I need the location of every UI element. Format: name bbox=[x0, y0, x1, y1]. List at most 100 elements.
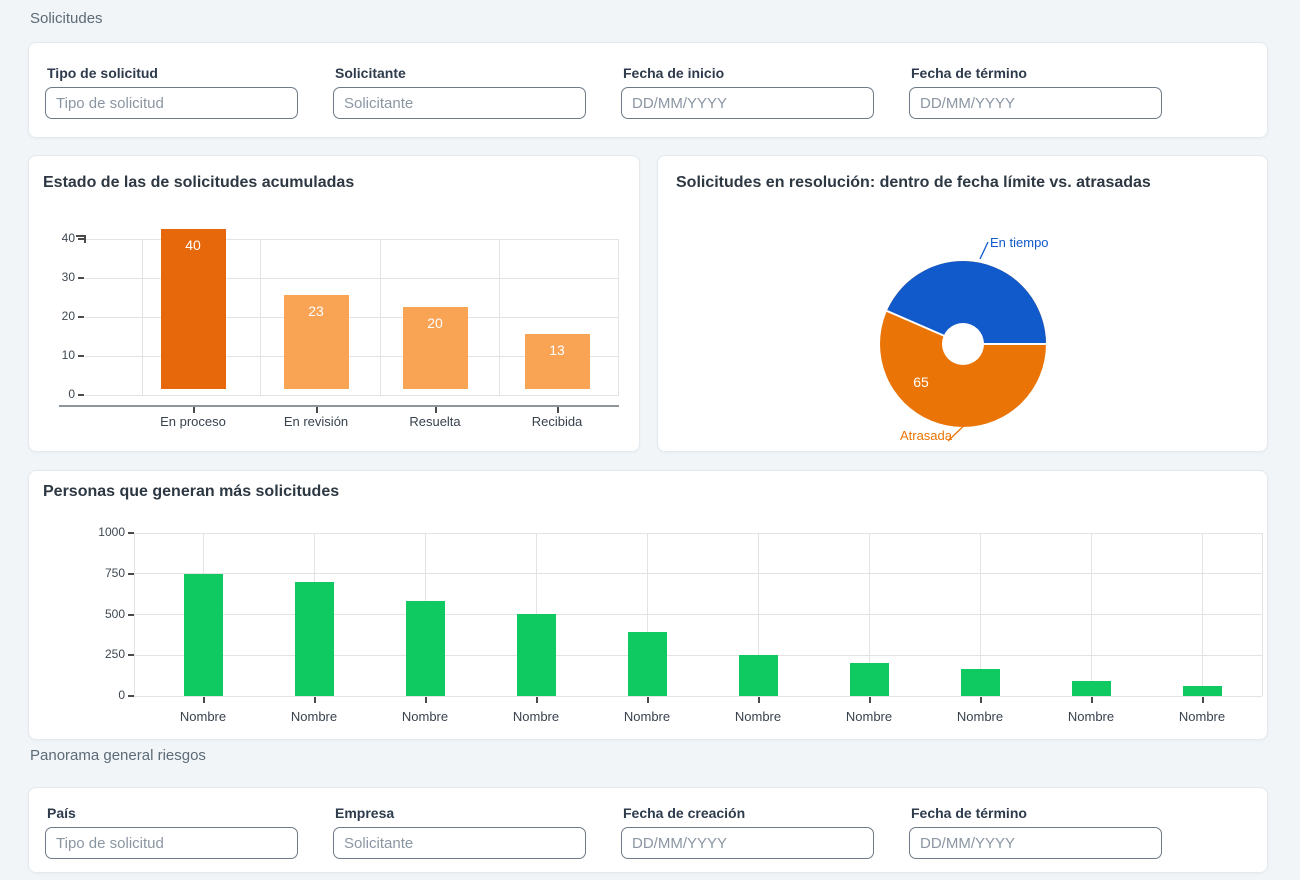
atrasada-leader-line bbox=[947, 415, 975, 442]
plot-gridline-h bbox=[134, 695, 1262, 697]
bar bbox=[1071, 681, 1111, 696]
filter-card-solicitudes: Tipo de solicitud Solicitante Fecha de i… bbox=[28, 42, 1268, 138]
resolucion-donut-chart bbox=[880, 241, 1046, 442]
x-axis-category-label: Nombre bbox=[401, 709, 449, 724]
x-axis-tick-mark bbox=[425, 697, 427, 703]
estado-chart-title: Estado de las de solicitudes acumuladas bbox=[43, 174, 355, 191]
y-axis-tick-label: 10 bbox=[61, 348, 75, 362]
filter-field-fecha-inicio: Fecha de inicio bbox=[621, 65, 874, 137]
bar bbox=[738, 655, 778, 696]
plot-gridline-h bbox=[134, 654, 1262, 656]
x-axis-category-label: Nombre bbox=[1178, 709, 1226, 724]
bar bbox=[183, 573, 223, 696]
personas-solicitudes-card: Personas que generan más solicitudes 0 25… bbox=[28, 470, 1268, 740]
section-heading-riesgos: Panorama general riesgos bbox=[30, 747, 206, 764]
bar bbox=[294, 581, 334, 696]
bar bbox=[402, 307, 468, 389]
filter-field-solicitante: Solicitante bbox=[333, 65, 586, 137]
donut-hole bbox=[942, 323, 984, 365]
x-axis-tick-mark bbox=[647, 697, 649, 703]
bar bbox=[516, 613, 556, 696]
en-tiempo-leader-line bbox=[979, 241, 989, 260]
bar bbox=[960, 669, 1000, 696]
y-axis-tick-mark bbox=[78, 277, 84, 279]
x-axis-tick-mark bbox=[316, 407, 318, 413]
fecha-inicio-label: Fecha de inicio bbox=[623, 65, 725, 81]
x-axis-category-label: Nombre bbox=[845, 709, 893, 724]
x-axis-category-label: Nombre bbox=[179, 709, 227, 724]
plot-gridline-h bbox=[134, 532, 1262, 534]
plot-gridline-h bbox=[85, 277, 619, 279]
axis-corner-mark bbox=[76, 235, 86, 243]
y-axis-tick-mark bbox=[78, 316, 84, 318]
y-axis-tick-mark bbox=[128, 654, 134, 657]
x-axis-category-label: Nombre bbox=[623, 709, 671, 724]
plot-gridline-h bbox=[134, 614, 1262, 615]
plot-gridline-h bbox=[134, 573, 1262, 575]
solicitante-input[interactable] bbox=[333, 87, 586, 119]
x-axis-tick-mark bbox=[557, 407, 559, 413]
resolucion-chart-title: Solicitudes en resolución: dentro de fec… bbox=[676, 174, 1151, 191]
x-axis-line bbox=[59, 405, 619, 407]
fecha-termino-riesgos-input[interactable] bbox=[909, 827, 1162, 859]
filter-field-empresa: Empresa bbox=[333, 805, 586, 872]
donut-label-en-tiempo: En tiempo bbox=[990, 235, 1049, 250]
x-axis-category-label: Nombre bbox=[956, 709, 1004, 724]
x-axis-category-label: En proceso bbox=[160, 414, 226, 429]
plot-gridline-v bbox=[142, 239, 143, 395]
donut-value-atrasada: 65 bbox=[913, 374, 929, 390]
x-axis-tick-mark bbox=[193, 407, 195, 413]
x-axis-category-label: Nombre bbox=[290, 709, 338, 724]
y-axis-tick-label: 1000 bbox=[98, 525, 125, 539]
pais-input[interactable] bbox=[45, 827, 298, 859]
bar-value-label: 40 bbox=[185, 237, 201, 253]
pais-label: País bbox=[47, 805, 76, 821]
plot-gridline-v bbox=[618, 239, 619, 395]
estado-solicitudes-bar-chart: 0 10 20 30 40 40 En proceso 23 En revisión 20 Resu… bbox=[29, 156, 639, 451]
donut-slice-en-tiempo bbox=[886, 261, 1046, 344]
bar bbox=[849, 662, 889, 696]
fecha-creacion-input[interactable] bbox=[621, 827, 874, 859]
filter-field-fecha-creacion: Fecha de creación bbox=[621, 805, 874, 872]
bar bbox=[627, 632, 667, 696]
plot-gridline-h bbox=[85, 238, 619, 240]
bar bbox=[524, 334, 590, 389]
plot-gridline-h bbox=[85, 355, 619, 357]
bar bbox=[1182, 686, 1222, 696]
x-axis-tick-mark bbox=[435, 407, 437, 413]
filter-field-tipo-solicitud: Tipo de solicitud bbox=[45, 65, 298, 137]
bar bbox=[283, 295, 349, 389]
plot-gridline-v bbox=[380, 239, 381, 395]
fecha-termino-input[interactable] bbox=[909, 87, 1162, 119]
fecha-termino-riesgos-label: Fecha de término bbox=[911, 805, 1027, 821]
y-axis-tick-label: 250 bbox=[104, 647, 125, 662]
plot-gridline-v bbox=[980, 533, 981, 696]
x-axis-tick-mark bbox=[869, 697, 871, 703]
y-axis-tick-mark bbox=[128, 572, 134, 575]
x-axis-tick-mark bbox=[758, 697, 760, 703]
plot-gridline-v bbox=[134, 533, 135, 696]
x-axis-category-label: Nombre bbox=[734, 709, 782, 724]
bar bbox=[160, 229, 226, 389]
x-axis-category-label: En revisión bbox=[283, 414, 349, 429]
estado-solicitudes-card: Estado de las de solicitudes acumuladas … bbox=[28, 155, 640, 452]
y-axis-tick-mark bbox=[128, 613, 134, 616]
personas-bar-chart: 0 250 500 750 1000 Nombre Nombre Nombre Nombre No… bbox=[29, 471, 1267, 739]
plot-gridline-v bbox=[758, 533, 759, 696]
donut-label-atrasada: Atrasada bbox=[899, 428, 952, 443]
filter-card-riesgos: País Empresa Fecha de creación Fecha de … bbox=[28, 787, 1268, 873]
fecha-inicio-input[interactable] bbox=[621, 87, 874, 119]
x-axis-tick-mark bbox=[203, 697, 205, 703]
x-axis-category-label: Resuelta bbox=[409, 414, 461, 429]
tipo-solicitud-label: Tipo de solicitud bbox=[47, 65, 158, 81]
bar-value-label: 20 bbox=[427, 315, 443, 331]
bar-value-label: 23 bbox=[308, 303, 324, 320]
plot-gridline-h bbox=[85, 394, 619, 396]
tipo-solicitud-input[interactable] bbox=[45, 87, 298, 119]
y-axis-tick-label: 0 bbox=[118, 688, 125, 702]
y-axis-tick-mark bbox=[128, 532, 134, 534]
plot-gridline-v bbox=[647, 533, 648, 696]
empresa-input[interactable] bbox=[333, 827, 586, 859]
x-axis-tick-mark bbox=[314, 697, 316, 703]
